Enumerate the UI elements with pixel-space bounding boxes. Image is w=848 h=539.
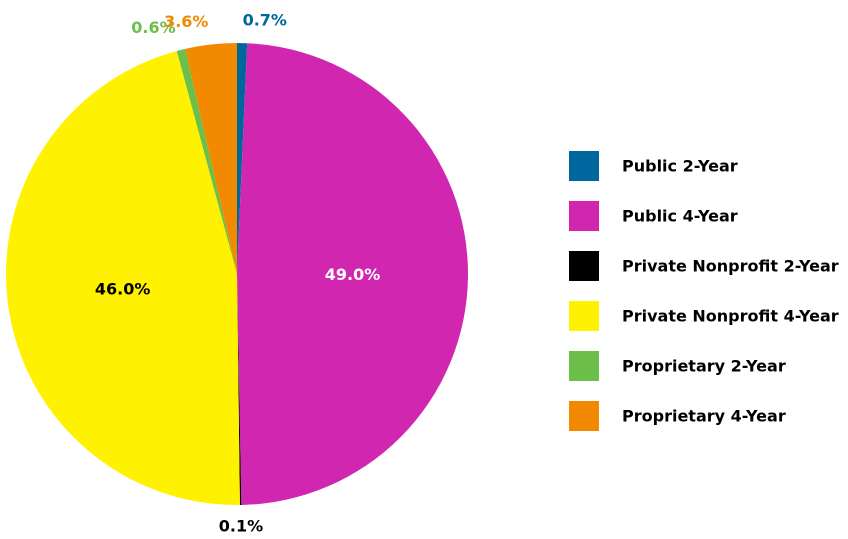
slice-label: 3.6%	[164, 12, 208, 31]
slice-label: 0.6%	[131, 18, 175, 37]
pie-slice	[5, 50, 240, 506]
slice-label: 0.1%	[219, 516, 263, 535]
legend-swatch	[569, 301, 599, 331]
legend-label: Public 4-Year	[622, 207, 738, 226]
slice-label: 49.0%	[325, 265, 381, 284]
legend-label: Proprietary 2-Year	[622, 357, 786, 376]
legend-label: Private Nonprofit 4-Year	[622, 307, 839, 326]
pie-slice	[237, 274, 242, 505]
legend-swatch	[569, 351, 599, 381]
legend-label: Proprietary 4-Year	[622, 407, 786, 426]
pie-slice	[185, 43, 237, 274]
pie-slice	[237, 43, 469, 505]
slice-label: 46.0%	[95, 279, 151, 298]
legend-swatch	[569, 251, 599, 281]
legend-swatch	[569, 201, 599, 231]
legend-swatch	[569, 401, 599, 431]
legend-label: Private Nonprofit 2-Year	[622, 257, 839, 276]
legend-label: Public 2-Year	[622, 157, 738, 176]
legend-swatch	[569, 151, 599, 181]
slice-label: 0.7%	[243, 11, 287, 30]
pie-slice	[237, 43, 248, 274]
pie-slice	[176, 48, 237, 274]
